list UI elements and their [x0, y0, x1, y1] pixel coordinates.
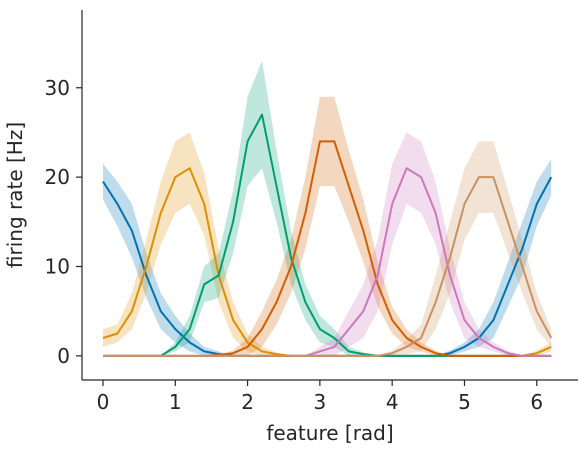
y-tick-label: 10	[45, 254, 70, 278]
x-tick-label: 1	[169, 390, 182, 414]
y-tick-label: 20	[45, 165, 70, 189]
y-tick-label: 0	[57, 344, 70, 368]
y-tick-label: 30	[45, 76, 70, 100]
x-axis-label: feature [rad]	[266, 421, 393, 445]
confidence-band	[103, 96, 552, 356]
series-line	[103, 176, 553, 357]
x-tick-label: 2	[241, 390, 254, 414]
x-tick-label: 5	[458, 390, 471, 414]
x-tick-label: 0	[97, 390, 110, 414]
y-axis-label: firing rate [Hz]	[3, 122, 27, 268]
x-tick-label: 3	[314, 390, 327, 414]
confidence-band	[103, 60, 552, 356]
confidence-band	[103, 141, 552, 356]
x-tick-label: 6	[530, 390, 543, 414]
x-tick-label: 4	[386, 390, 399, 414]
